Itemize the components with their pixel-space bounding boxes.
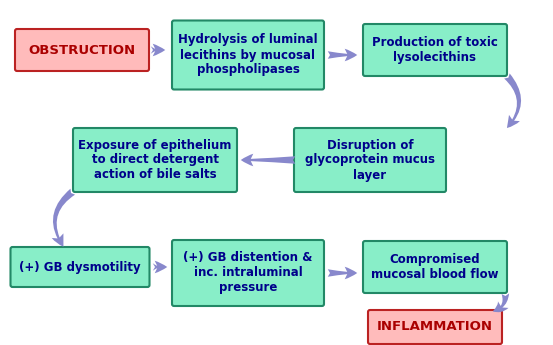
FancyBboxPatch shape xyxy=(368,310,502,344)
Text: (+) GB distention &
inc. intraluminal
pressure: (+) GB distention & inc. intraluminal pr… xyxy=(183,252,312,295)
Text: Hydrolysis of luminal
lecithins by mucosal
phospholipases: Hydrolysis of luminal lecithins by mucos… xyxy=(178,33,318,77)
FancyBboxPatch shape xyxy=(294,128,446,192)
FancyBboxPatch shape xyxy=(172,240,324,306)
Text: Exposure of epithelium
to direct detergent
action of bile salts: Exposure of epithelium to direct deterge… xyxy=(79,138,232,181)
Text: Compromised
mucosal blood flow: Compromised mucosal blood flow xyxy=(371,253,499,281)
FancyBboxPatch shape xyxy=(363,241,507,293)
FancyBboxPatch shape xyxy=(15,29,149,71)
FancyBboxPatch shape xyxy=(172,20,324,89)
FancyBboxPatch shape xyxy=(363,24,507,76)
Text: Disruption of
glycoprotein mucus
layer: Disruption of glycoprotein mucus layer xyxy=(305,138,435,181)
Text: Production of toxic
lysolecithins: Production of toxic lysolecithins xyxy=(372,36,498,64)
FancyBboxPatch shape xyxy=(73,128,237,192)
Text: OBSTRUCTION: OBSTRUCTION xyxy=(28,43,135,57)
Text: INFLAMMATION: INFLAMMATION xyxy=(377,321,493,334)
Text: (+) GB dysmotility: (+) GB dysmotility xyxy=(19,260,141,274)
FancyBboxPatch shape xyxy=(11,247,149,287)
